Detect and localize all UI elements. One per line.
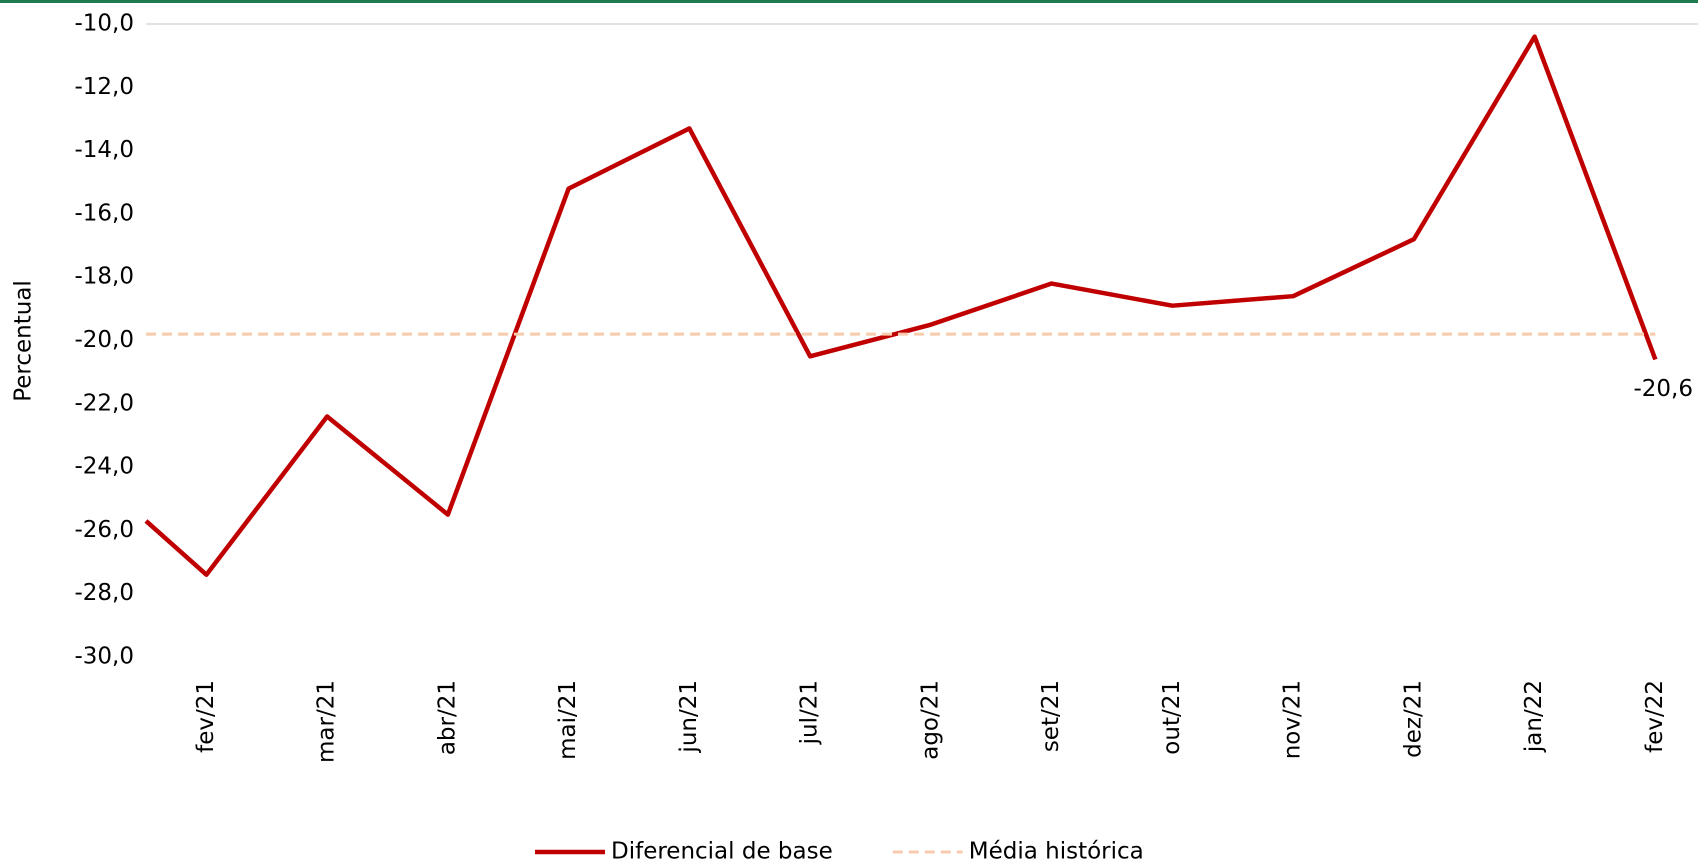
- series-line: [144, 34, 1658, 577]
- y-tick-label: -10,0: [74, 11, 134, 37]
- x-tick-label: jan/22: [1521, 680, 1547, 753]
- y-tick-label: -16,0: [74, 200, 134, 226]
- y-tick-label: -26,0: [74, 517, 134, 543]
- x-tick-label: jul/21: [797, 680, 823, 745]
- x-tick-label: jun/21: [676, 680, 702, 754]
- y-tick-label: -14,0: [74, 137, 134, 163]
- x-tick-label: out/21: [1159, 680, 1185, 755]
- y-tick-label: -24,0: [74, 454, 134, 480]
- y-tick-label: -28,0: [74, 580, 134, 606]
- x-tick-label: fev/22: [1642, 680, 1668, 753]
- x-tick-label: dez/21: [1400, 680, 1426, 758]
- legend-label: Diferencial de base: [611, 839, 833, 865]
- x-tick-label: ago/21: [917, 680, 943, 760]
- header-bar: [0, 0, 1698, 3]
- y-tick-label: -20,0: [74, 327, 134, 353]
- x-tick-label: mar/21: [314, 680, 340, 763]
- legend-label: Média histórica: [969, 839, 1144, 865]
- y-tick-label: -22,0: [74, 390, 134, 416]
- x-tick-label: abr/21: [434, 680, 460, 755]
- x-tick-label: fev/21: [193, 680, 219, 753]
- x-tick-label: set/21: [1038, 680, 1064, 752]
- y-tick-label: -18,0: [74, 264, 134, 290]
- y-tick-label: -30,0: [74, 644, 134, 670]
- data-label: -20,6: [1633, 376, 1693, 402]
- x-tick-label: mai/21: [555, 680, 581, 760]
- y-tick-label: -12,0: [74, 74, 134, 100]
- x-tick-label: nov/21: [1280, 680, 1306, 759]
- y-axis-label: Percentual: [11, 280, 37, 402]
